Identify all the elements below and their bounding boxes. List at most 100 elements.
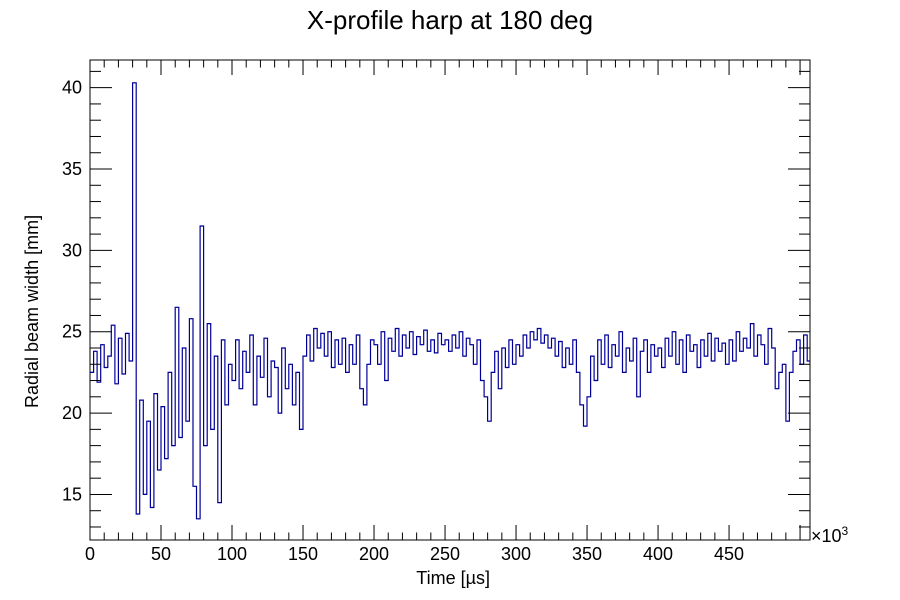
data-point bbox=[637, 396, 640, 398]
data-point bbox=[787, 420, 789, 422]
data-point bbox=[758, 334, 760, 336]
data-point bbox=[187, 420, 189, 422]
data-point bbox=[712, 360, 714, 362]
x-tick-label: 150 bbox=[288, 544, 318, 564]
data-point bbox=[797, 339, 799, 341]
data-point bbox=[655, 355, 657, 357]
data-point bbox=[194, 485, 196, 487]
data-point bbox=[630, 360, 633, 362]
data-point bbox=[378, 363, 380, 365]
data-point bbox=[467, 337, 469, 339]
data-point bbox=[531, 331, 533, 333]
data-point bbox=[481, 379, 483, 382]
data-point bbox=[268, 396, 270, 398]
data-point bbox=[492, 371, 494, 374]
data-point bbox=[275, 366, 277, 369]
data-point bbox=[329, 331, 331, 333]
data-point bbox=[353, 363, 356, 365]
data-point bbox=[605, 334, 608, 336]
x-multiplier-label: ×103 bbox=[811, 524, 849, 546]
data-point bbox=[609, 366, 611, 369]
data-series bbox=[90, 82, 810, 520]
data-point bbox=[701, 339, 704, 341]
data-point bbox=[765, 363, 767, 365]
data-point bbox=[527, 347, 530, 349]
data-point bbox=[112, 324, 114, 326]
data-point bbox=[293, 404, 295, 406]
x-tick-label: 300 bbox=[501, 544, 531, 564]
data-point bbox=[414, 353, 416, 356]
data-point bbox=[673, 331, 675, 333]
data-point bbox=[545, 334, 547, 336]
data-point bbox=[105, 366, 107, 369]
data-point bbox=[588, 396, 590, 398]
chart-title: X-profile harp at 180 deg bbox=[307, 5, 593, 35]
data-point bbox=[346, 371, 348, 374]
data-point bbox=[350, 344, 352, 346]
data-point bbox=[403, 334, 405, 336]
data-point bbox=[790, 371, 792, 374]
data-point bbox=[151, 506, 153, 509]
data-point bbox=[140, 399, 143, 401]
data-point bbox=[435, 352, 437, 354]
data-point bbox=[566, 347, 569, 349]
data-point bbox=[158, 469, 160, 471]
data-point bbox=[442, 344, 444, 346]
data-point bbox=[375, 344, 377, 346]
data-point bbox=[101, 344, 104, 346]
data-point bbox=[165, 458, 167, 460]
data-point bbox=[169, 371, 171, 374]
data-point bbox=[297, 371, 299, 374]
data-point bbox=[382, 331, 384, 333]
data-point bbox=[197, 518, 199, 520]
data-point bbox=[645, 339, 647, 341]
data-point bbox=[460, 331, 462, 333]
data-point bbox=[439, 332, 441, 334]
data-point bbox=[595, 379, 597, 382]
data-point bbox=[318, 347, 320, 349]
data-point bbox=[627, 347, 629, 349]
data-point bbox=[155, 392, 157, 395]
x-tick-label: 450 bbox=[714, 544, 744, 564]
data-point bbox=[314, 327, 317, 330]
data-point bbox=[325, 355, 327, 357]
data-point bbox=[556, 355, 558, 357]
data-point bbox=[137, 513, 139, 515]
data-point bbox=[343, 337, 345, 339]
x-tick-label: 200 bbox=[359, 544, 389, 564]
data-point bbox=[126, 332, 128, 334]
data-point bbox=[687, 334, 689, 336]
data-point bbox=[705, 355, 707, 357]
data-point bbox=[517, 344, 519, 346]
data-point bbox=[772, 347, 775, 349]
data-point bbox=[737, 331, 739, 333]
data-point bbox=[300, 428, 302, 430]
data-point bbox=[659, 347, 661, 349]
data-point bbox=[272, 360, 274, 362]
data-point bbox=[680, 339, 682, 341]
data-point bbox=[339, 363, 341, 365]
data-point bbox=[215, 355, 217, 357]
data-point bbox=[261, 376, 263, 378]
data-point bbox=[424, 329, 427, 331]
data-point bbox=[226, 404, 228, 406]
data-point bbox=[250, 334, 253, 336]
data-point bbox=[254, 404, 256, 406]
x-tick-label: 100 bbox=[217, 544, 247, 564]
data-point bbox=[591, 355, 593, 357]
data-point bbox=[574, 339, 576, 341]
data-point bbox=[744, 337, 746, 339]
data-point bbox=[808, 360, 810, 362]
data-point bbox=[147, 420, 150, 422]
data-point bbox=[396, 327, 398, 330]
data-point bbox=[208, 322, 210, 325]
y-axis-label: Radial beam width [mm] bbox=[22, 215, 42, 408]
data-point bbox=[698, 366, 700, 369]
data-point bbox=[91, 371, 93, 374]
data-point bbox=[368, 363, 370, 365]
data-point bbox=[669, 355, 672, 357]
data-point bbox=[222, 339, 224, 341]
data-point bbox=[520, 355, 522, 357]
data-point bbox=[499, 388, 501, 390]
data-point bbox=[495, 350, 498, 352]
